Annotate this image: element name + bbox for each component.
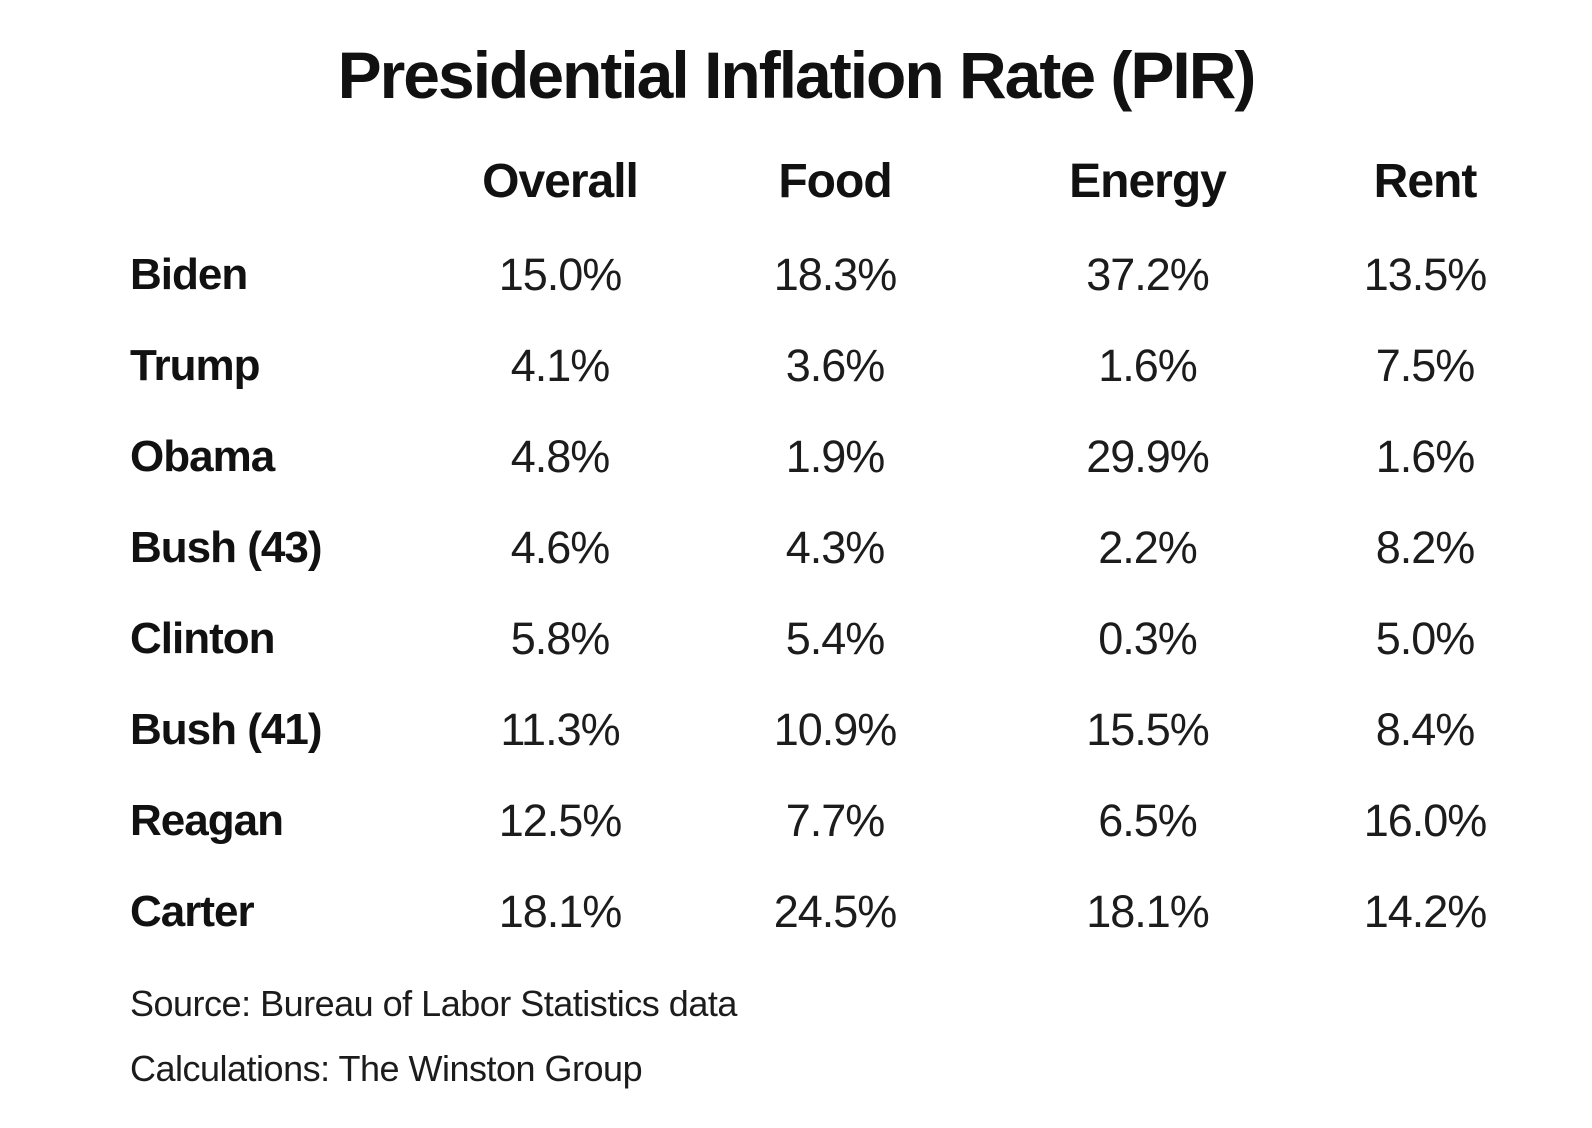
column-header-food: Food: [778, 155, 892, 208]
value-cell: 16.0%: [1363, 794, 1488, 846]
value-cell: 7.5%: [1375, 339, 1476, 391]
value-cell: 2.2%: [1098, 521, 1198, 573]
value-cell: 29.9%: [1086, 430, 1210, 482]
table-row-bush43: Bush (43) 4.6% 4.3% 2.2% 8.2%: [130, 502, 1525, 593]
value-cell: 1.9%: [785, 430, 886, 482]
calculations-note: Calculations: The Winston Group: [130, 1048, 643, 1089]
row-label: Bush (43): [130, 522, 322, 572]
column-header-energy: Energy: [1069, 155, 1227, 208]
table-header-row: Overall Food Energy Rent: [130, 114, 1525, 229]
table-row-carter: Carter 18.1% 24.5% 18.1% 14.2%: [130, 866, 1525, 957]
value-cell: 4.8%: [510, 430, 611, 482]
value-cell: 4.1%: [510, 339, 611, 391]
row-label: Trump: [130, 340, 260, 390]
value-cell: 10.9%: [773, 703, 898, 755]
value-cell: 5.0%: [1375, 612, 1476, 664]
value-cell: 13.5%: [1363, 248, 1488, 300]
value-cell: 3.6%: [785, 339, 886, 391]
value-cell: 18.1%: [498, 885, 623, 937]
row-label: Clinton: [130, 613, 276, 663]
value-cell: 1.6%: [1098, 339, 1198, 391]
source-note: Source: Bureau of Labor Statistics data: [130, 983, 737, 1024]
value-cell: 8.4%: [1375, 703, 1476, 755]
table-row-clinton: Clinton 5.8% 5.4% 0.3% 5.0%: [130, 593, 1525, 684]
value-cell: 6.5%: [1098, 794, 1198, 846]
value-cell: 5.4%: [785, 612, 886, 664]
value-cell: 18.3%: [773, 248, 898, 300]
table-row-reagan: Reagan 12.5% 7.7% 6.5% 16.0%: [130, 775, 1525, 866]
table-row-obama: Obama 4.8% 1.9% 29.9% 1.6%: [130, 411, 1525, 502]
value-cell: 0.3%: [1098, 612, 1198, 664]
column-header-rent: Rent: [1373, 155, 1478, 208]
value-cell: 4.6%: [510, 521, 611, 573]
table-row-biden: Biden 15.0% 18.3% 37.2% 13.5%: [130, 229, 1525, 320]
value-cell: 18.1%: [1086, 885, 1210, 937]
inflation-table: Overall Food Energy Rent Biden 15.0% 18.…: [130, 114, 1525, 957]
value-cell: 4.3%: [785, 521, 886, 573]
table-row-bush41: Bush (41) 11.3% 10.9% 15.5% 8.4%: [130, 684, 1525, 775]
value-cell: 15.5%: [1086, 703, 1210, 755]
value-cell: 12.5%: [498, 794, 623, 846]
value-cell: 37.2%: [1086, 248, 1210, 300]
value-cell: 24.5%: [773, 885, 898, 937]
value-cell: 1.6%: [1375, 430, 1476, 482]
value-cell: 11.3%: [500, 703, 620, 755]
row-label: Reagan: [130, 795, 284, 845]
row-label: Carter: [130, 886, 255, 936]
value-cell: 14.2%: [1363, 885, 1488, 937]
page-title: Presidential Inflation Rate (PIR): [337, 38, 1257, 112]
header-spacer: [130, 209, 420, 229]
row-label: Biden: [130, 249, 248, 299]
footer-notes: Source: Bureau of Labor Statistics data …: [130, 971, 1592, 1101]
value-cell: 5.8%: [510, 612, 611, 664]
value-cell: 8.2%: [1375, 521, 1476, 573]
row-label: Obama: [130, 431, 275, 481]
column-header-overall: Overall: [482, 155, 639, 208]
table-row-trump: Trump 4.1% 3.6% 1.6% 7.5%: [130, 320, 1525, 411]
value-cell: 7.7%: [785, 794, 886, 846]
value-cell: 15.0%: [498, 248, 623, 300]
row-label: Bush (41): [130, 704, 322, 754]
